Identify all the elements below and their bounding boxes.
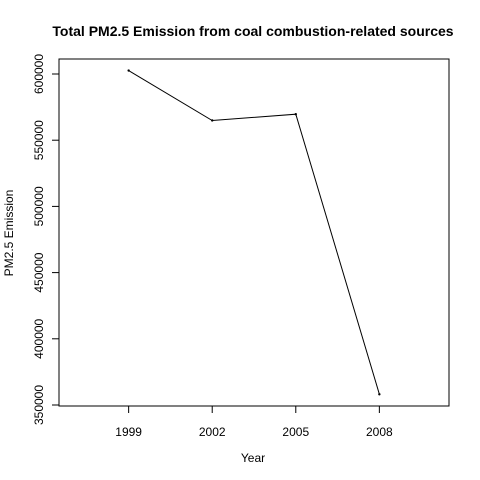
- series-line: [128, 70, 380, 395]
- y-tick-label: 400000: [32, 318, 46, 358]
- y-tick-label: 500000: [32, 186, 46, 226]
- x-tick-label: 2005: [282, 425, 309, 439]
- data-point: [211, 119, 214, 122]
- y-axis: 350000 400000 450000 500000 550000 600000: [32, 54, 60, 425]
- y-tick-label: 450000: [32, 252, 46, 292]
- y-tick-label: 550000: [32, 120, 46, 160]
- y-tick-label: 350000: [32, 385, 46, 425]
- chart-title: Total PM2.5 Emission from coal combustio…: [52, 23, 453, 39]
- data-point: [294, 113, 297, 116]
- plot-frame: [58, 58, 450, 407]
- y-tick-label: 600000: [32, 54, 46, 94]
- y-axis-label: PM2.5 Emission: [2, 190, 16, 277]
- data-point: [378, 393, 381, 396]
- x-tick-label: 1999: [115, 425, 142, 439]
- x-tick-label: 2008: [366, 425, 393, 439]
- series-group: [127, 69, 381, 396]
- data-point: [127, 69, 130, 72]
- x-axis-label: Year: [241, 451, 265, 465]
- x-axis: 1999 2002 2005 2008: [115, 405, 393, 439]
- x-tick-label: 2002: [199, 425, 226, 439]
